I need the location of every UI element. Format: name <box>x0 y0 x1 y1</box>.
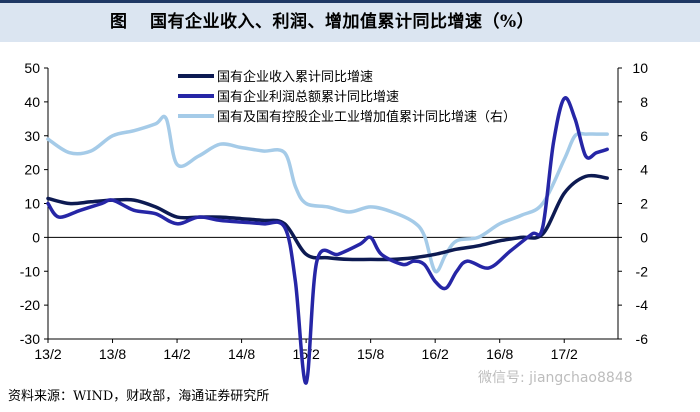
x-tick-label: 15/2 <box>292 346 319 362</box>
right-tick-label: 4 <box>640 162 648 178</box>
x-tick-label: 13/2 <box>34 346 61 362</box>
series-line-3 <box>46 114 609 274</box>
legend-label-1: 国有企业收入累计同比增速 <box>217 69 373 85</box>
right-tick-label: 0 <box>640 229 648 245</box>
x-tick-label: 14/8 <box>228 346 255 362</box>
figure-label: 图 <box>110 12 127 32</box>
left-tick-label: 0 <box>32 229 40 245</box>
x-tick-label: 14/2 <box>163 346 190 362</box>
x-tick-label: 16/8 <box>486 346 513 362</box>
x-tick-label: 17/2 <box>551 346 578 362</box>
left-tick-label: 20 <box>24 162 40 178</box>
right-tick-label: -4 <box>636 297 649 313</box>
left-tick-label: 30 <box>24 128 40 144</box>
legend-label-2: 国有企业利润总额累计同比增速 <box>217 89 399 105</box>
left-tick-label: 10 <box>24 196 40 212</box>
right-tick-label: 10 <box>632 60 648 76</box>
left-tick-label: -30 <box>20 331 40 347</box>
left-tick-label: 40 <box>24 94 40 110</box>
right-tick-label: -6 <box>636 331 649 347</box>
left-tick-label: -10 <box>20 263 40 279</box>
series-line-2 <box>46 96 609 385</box>
right-tick-label: 6 <box>640 128 648 144</box>
x-tick-label: 13/8 <box>99 346 126 362</box>
source-note: 资料来源：WIND，财政部，海通证券研究所 <box>8 389 270 404</box>
right-tick-label: -2 <box>636 263 649 279</box>
left-tick-label: 50 <box>24 60 40 76</box>
chart-title-bar: 图 国有企业收入、利润、增加值累计同比增速（%） <box>0 0 700 42</box>
x-tick-label: 15/8 <box>357 346 384 362</box>
x-tick-label: 16/2 <box>422 346 449 362</box>
chart-title: 国有企业收入、利润、增加值累计同比增速（%） <box>150 12 535 32</box>
legend-label-3: 国有及国有控股企业工业增加值累计同比增速（右） <box>217 109 516 125</box>
right-tick-label: 2 <box>640 196 648 212</box>
series-line-1 <box>46 173 609 262</box>
left-tick-label: -20 <box>20 297 40 313</box>
legend: 国有企业收入累计同比增速国有企业利润总额累计同比增速国有及国有控股企业工业增加值… <box>178 69 516 125</box>
watermark-text: 微信号: jiangchao8848 <box>478 370 633 386</box>
series-lines <box>46 96 609 385</box>
right-tick-label: 8 <box>640 94 648 110</box>
